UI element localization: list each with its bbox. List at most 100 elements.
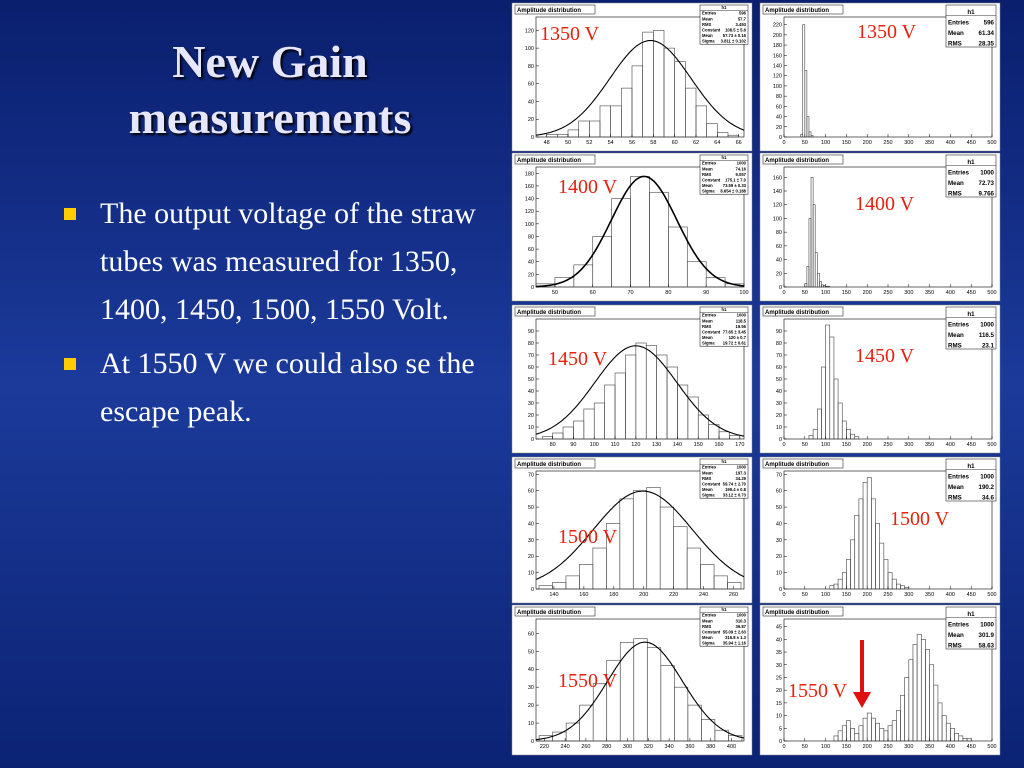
- panel-title-box: [762, 458, 844, 469]
- histogram-bin: [806, 116, 810, 138]
- stats-box: [945, 606, 997, 650]
- y-tick-label: 40: [528, 99, 534, 105]
- y-tick-label: 50: [776, 505, 782, 511]
- x-tick-label: 250: [883, 442, 892, 448]
- x-tick-label: 450: [967, 744, 976, 750]
- y-tick-label: 90: [528, 329, 534, 335]
- stats-value: 1000: [980, 170, 994, 177]
- stats-title: h1: [967, 311, 975, 318]
- stats-name: Mean: [702, 16, 713, 21]
- bullet: The output voltage of the straw tubes wa…: [62, 190, 502, 334]
- x-tick-label: 220: [540, 744, 549, 750]
- voltage-label: 1500 V: [558, 526, 618, 548]
- voltage-label: 1550 V: [558, 670, 618, 692]
- x-tick-label: 56: [629, 140, 635, 146]
- x-tick-label: 100: [590, 442, 599, 448]
- y-tick-label: 0: [531, 135, 534, 141]
- x-tick-label: 400: [946, 592, 955, 598]
- y-tick-label: 20: [776, 413, 782, 419]
- stats-value: 108.5 ± 5.6: [725, 28, 747, 33]
- stats-name: RMS: [702, 624, 712, 629]
- x-tick-label: 60: [590, 290, 596, 296]
- stats-name: Constant: [702, 330, 721, 335]
- voltage-label: 1400 V: [855, 193, 915, 215]
- y-tick-label: 80: [776, 94, 782, 100]
- stats-value: 190.2: [979, 484, 995, 491]
- y-tick-label: 30: [776, 663, 782, 669]
- x-tick-label: 240: [699, 592, 708, 598]
- y-tick-label: 60: [528, 489, 534, 495]
- panel-title: Amplitude distribution: [517, 8, 581, 14]
- stats-name: Mean: [948, 30, 964, 37]
- y-tick-label: 120: [525, 209, 534, 215]
- panel-title: Amplitude distribution: [517, 462, 581, 468]
- stats-value: 57.7: [738, 16, 747, 21]
- y-tick-label: 80: [528, 234, 534, 240]
- stats-name: Sigma: [702, 189, 715, 194]
- x-tick-label: 400: [946, 290, 955, 296]
- stats-value: 9.057: [736, 172, 747, 177]
- x-tick-label: 300: [904, 442, 913, 448]
- histogram-bin: [827, 286, 831, 288]
- x-tick-label: 350: [925, 442, 934, 448]
- y-tick-label: 10: [776, 714, 782, 720]
- x-tick-label: 200: [863, 744, 872, 750]
- x-tick-label: 300: [904, 592, 913, 598]
- stats-name: Entries: [948, 170, 970, 177]
- y-tick-label: 0: [779, 437, 782, 443]
- voltage-label: 1500 V: [890, 508, 950, 530]
- x-tick-label: 200: [863, 592, 872, 598]
- stats-value: 175.1 ± 7.0: [725, 178, 747, 183]
- stats-box: [945, 154, 997, 198]
- y-tick-label: 50: [776, 377, 782, 383]
- panel-title: Amplitude distribution: [765, 8, 829, 14]
- x-tick-label: 300: [623, 744, 632, 750]
- panel-title-box: [762, 154, 844, 165]
- stats-name: Constant: [702, 482, 721, 487]
- y-tick-label: 10: [528, 571, 534, 577]
- y-tick-label: 180: [773, 43, 782, 49]
- panel-title-box: [762, 606, 844, 617]
- panel-title: Amplitude distribution: [765, 158, 829, 164]
- voltage-label: 1550 V: [788, 680, 848, 702]
- x-tick-label: 450: [967, 290, 976, 296]
- x-tick-label: 280: [602, 744, 611, 750]
- stats-value: 19.56: [736, 324, 747, 329]
- y-tick-label: 10: [528, 425, 534, 431]
- x-tick-label: 250: [883, 592, 892, 598]
- histogram-bin: [695, 105, 707, 138]
- stats-value: 23.1: [982, 343, 995, 350]
- x-tick-label: 150: [842, 592, 851, 598]
- y-tick-label: 50: [528, 505, 534, 511]
- y-tick-label: 15: [776, 701, 782, 707]
- x-tick-label: 52: [586, 140, 592, 146]
- y-tick-label: 0: [779, 587, 782, 593]
- stats-value: 1000: [737, 161, 747, 166]
- x-tick-label: 200: [863, 442, 872, 448]
- stats-name: Constant: [702, 178, 721, 183]
- stats-name: Mean: [702, 635, 713, 640]
- histogram-bin: [808, 131, 812, 138]
- x-tick-label: 100: [739, 290, 748, 296]
- y-tick-label: 40: [776, 115, 782, 121]
- stats-value: 1000: [737, 313, 747, 318]
- slide-title: New Gain measurements: [128, 36, 412, 143]
- x-tick-label: 150: [842, 744, 851, 750]
- y-tick-label: 160: [773, 175, 782, 181]
- y-tick-label: 20: [528, 703, 534, 709]
- histogram-panel: 0 10 20 30 40 50 60 70 80 90 80 90 100 110 120 130 140 15…: [511, 304, 753, 454]
- stats-name: Sigma: [702, 341, 715, 346]
- x-tick-label: 50: [802, 592, 808, 598]
- stats-value: 596: [984, 20, 995, 27]
- histogram-bin: [814, 252, 818, 288]
- fit-curve: [535, 641, 745, 741]
- y-tick-label: 40: [776, 637, 782, 643]
- histogram-bin: [854, 436, 860, 440]
- stats-name: Mean: [702, 318, 713, 323]
- stats-name: RMS: [948, 343, 962, 350]
- y-tick-label: 60: [776, 489, 782, 495]
- stats-value: 3.811 ± 0.102: [721, 39, 747, 44]
- x-tick-label: 160: [579, 592, 588, 598]
